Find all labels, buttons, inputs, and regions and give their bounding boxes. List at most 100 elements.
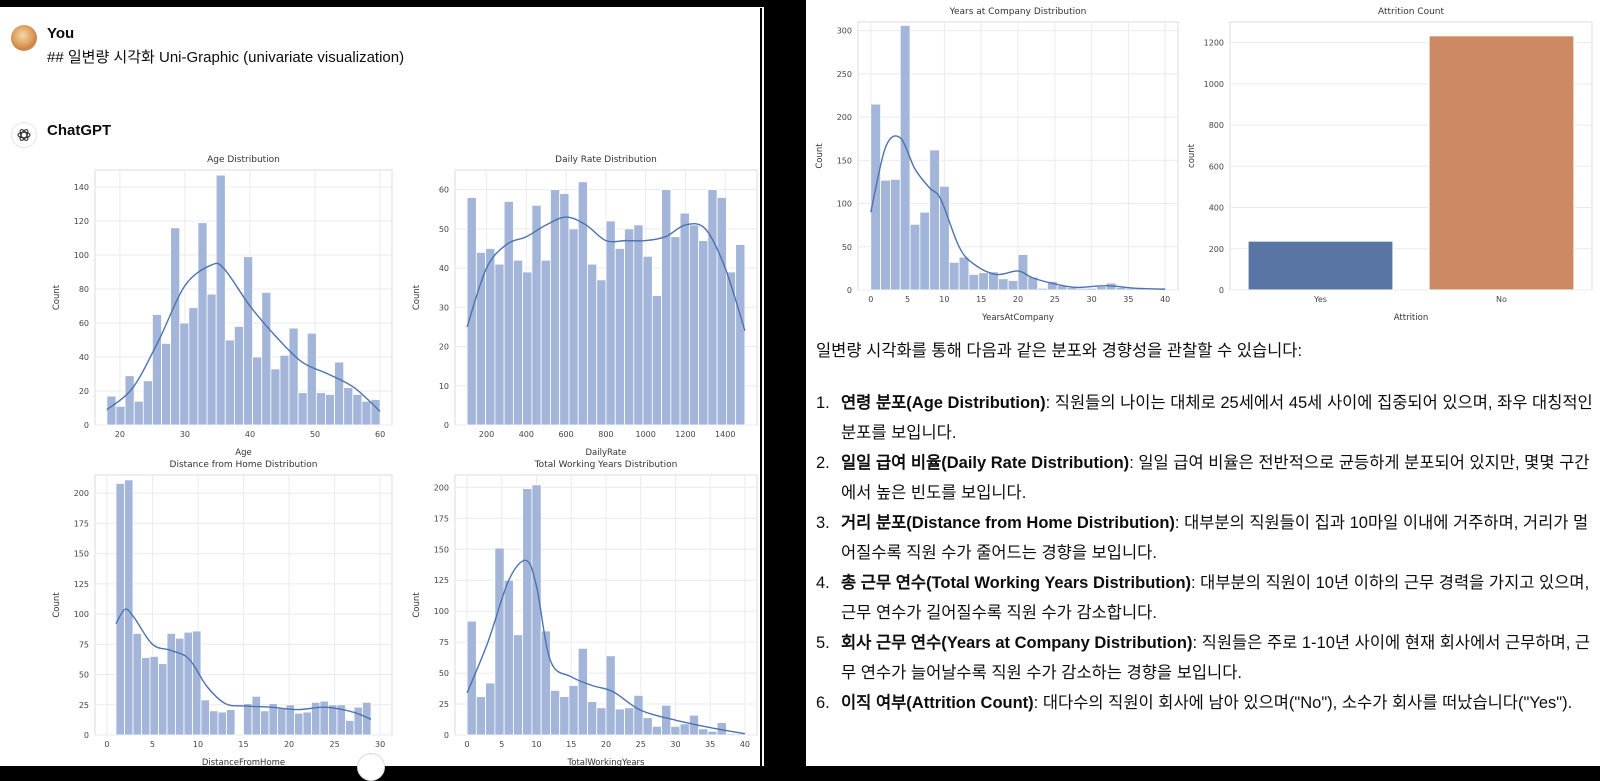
svg-text:5: 5 (499, 740, 504, 749)
svg-text:5: 5 (905, 295, 910, 304)
svg-text:50: 50 (310, 430, 320, 439)
svg-text:30: 30 (180, 430, 190, 439)
svg-text:60: 60 (79, 319, 89, 328)
svg-text:25: 25 (439, 700, 449, 709)
svg-text:150: 150 (74, 550, 89, 559)
finding-item: 6. 이직 여부(Attrition Count): 대다수의 직원이 회사에 남… (816, 694, 1573, 712)
svg-text:20: 20 (439, 343, 449, 352)
svg-text:5: 5 (150, 740, 155, 749)
svg-text:10: 10 (193, 740, 203, 749)
svg-text:0: 0 (847, 286, 852, 295)
chart-title: Daily Rate Distribution (555, 155, 657, 165)
svg-text:125: 125 (74, 580, 89, 589)
svg-text:30: 30 (670, 740, 680, 749)
svg-text:40: 40 (740, 740, 750, 749)
total-working-years-chart: Total Working Years Distribution 0 25 50 75 1… (405, 453, 765, 773)
svg-text:1000: 1000 (635, 430, 655, 439)
svg-text:20: 20 (115, 430, 125, 439)
svg-text:120: 120 (74, 217, 89, 226)
svg-text:Yes: Yes (1313, 295, 1327, 304)
svg-text:25: 25 (1050, 295, 1060, 304)
svg-text:200: 200 (434, 483, 449, 492)
svg-text:35: 35 (1123, 295, 1133, 304)
finding-item: 2. 일일 급여 비율(Daily Rate Distribution): 일일 … (816, 454, 1590, 502)
svg-text:150: 150 (837, 156, 852, 165)
svg-text:DistanceFromHome: DistanceFromHome (202, 758, 285, 768)
svg-text:250: 250 (837, 70, 852, 79)
svg-text:20: 20 (284, 740, 294, 749)
svg-text:Age: Age (235, 448, 251, 458)
svg-text:200: 200 (74, 489, 89, 498)
svg-text:175: 175 (434, 514, 449, 523)
svg-text:75: 75 (439, 638, 449, 647)
finding-item: 3. 거리 분포(Distance from Home Distribution)… (816, 514, 1589, 562)
svg-text:DailyRate: DailyRate (586, 448, 627, 458)
svg-text:40: 40 (79, 353, 89, 362)
findings-list: 1. 연령 분포(Age Distribution): 직원들의 나이는 대체로 … (816, 388, 1596, 718)
svg-text:60: 60 (375, 430, 385, 439)
svg-text:50: 50 (439, 669, 449, 678)
svg-text:Count: Count (412, 284, 422, 310)
svg-text:10: 10 (439, 382, 449, 391)
svg-text:300: 300 (837, 27, 852, 36)
attrition-count-chart: Attrition Count 0 200 400 600 800 1000 1200 coun… (1180, 0, 1600, 328)
svg-text:50: 50 (79, 671, 89, 680)
svg-text:15: 15 (976, 295, 986, 304)
user-avatar (11, 25, 37, 51)
svg-text:175: 175 (74, 519, 89, 528)
svg-text:0: 0 (1219, 286, 1224, 295)
svg-text:40: 40 (245, 430, 255, 439)
svg-text:25: 25 (636, 740, 646, 749)
svg-text:Count: Count (815, 143, 825, 169)
chart-title: Total Working Years Distribution (534, 460, 678, 470)
svg-text:0: 0 (444, 421, 449, 430)
svg-text:100: 100 (74, 251, 89, 260)
finding-item: 4. 총 근무 연수(Total Working Years Distributi… (816, 574, 1590, 622)
svg-text:No: No (1496, 295, 1507, 304)
svg-text:600: 600 (558, 430, 573, 439)
svg-text:0: 0 (84, 731, 89, 740)
scroll-down-button[interactable] (357, 753, 385, 781)
svg-text:Attrition: Attrition (1394, 313, 1428, 323)
svg-text:125: 125 (434, 576, 449, 585)
svg-text:count: count (1187, 143, 1197, 168)
svg-text:150: 150 (434, 545, 449, 554)
chart-title: Age Distribution (207, 155, 280, 165)
user-message: You ## 일변량 시각화 Uni-Graphic (univariate v… (11, 25, 404, 67)
svg-text:30: 30 (375, 740, 385, 749)
svg-text:Count: Count (412, 592, 422, 618)
finding-item: 5. 회사 근무 연수(Years at Company Distribution… (816, 634, 1591, 682)
svg-text:75: 75 (79, 640, 89, 649)
distance-from-home-chart: Distance from Home Distribution 0 25 50 75 10… (45, 453, 400, 773)
finding-item: 1. 연령 분포(Age Distribution): 직원들의 나이는 대체로 … (816, 394, 1593, 442)
user-name: You (47, 25, 75, 42)
years-at-company-chart: Years at Company Distribution 0 50 100 150 20… (808, 0, 1186, 328)
svg-text:40: 40 (1160, 295, 1170, 304)
chat-panel-right: Years at Company Distribution 0 50 100 150 20… (806, 0, 1600, 766)
age-distribution-chart: Age Distribution 0 20 40 60 80 100 120 140 Count A… (45, 148, 400, 463)
svg-text:15: 15 (238, 740, 248, 749)
svg-text:Count: Count (52, 592, 62, 618)
svg-text:40: 40 (439, 264, 449, 273)
svg-text:YearsAtCompany: YearsAtCompany (981, 313, 1054, 323)
user-message-text: ## 일변량 시각화 Uni-Graphic (univariate visua… (47, 49, 405, 66)
svg-text:1200: 1200 (675, 430, 695, 439)
svg-text:1200: 1200 (1204, 39, 1224, 48)
svg-text:200: 200 (479, 430, 494, 439)
svg-text:35: 35 (705, 740, 715, 749)
svg-text:0: 0 (84, 421, 89, 430)
svg-text:140: 140 (74, 183, 89, 192)
chatgpt-logo-icon (11, 122, 37, 148)
svg-text:TotalWorkingYears: TotalWorkingYears (567, 758, 646, 768)
chat-panel-left: You ## 일변량 시각화 Uni-Graphic (univariate v… (0, 7, 764, 781)
svg-text:25: 25 (79, 701, 89, 710)
svg-text:100: 100 (434, 607, 449, 616)
svg-text:60: 60 (439, 186, 449, 195)
svg-text:0: 0 (444, 731, 449, 740)
svg-text:0: 0 (104, 740, 109, 749)
svg-text:400: 400 (1209, 204, 1224, 213)
svg-text:0: 0 (465, 740, 470, 749)
assistant-header: ChatGPT (11, 122, 111, 148)
svg-text:0: 0 (868, 295, 873, 304)
svg-text:50: 50 (439, 225, 449, 234)
